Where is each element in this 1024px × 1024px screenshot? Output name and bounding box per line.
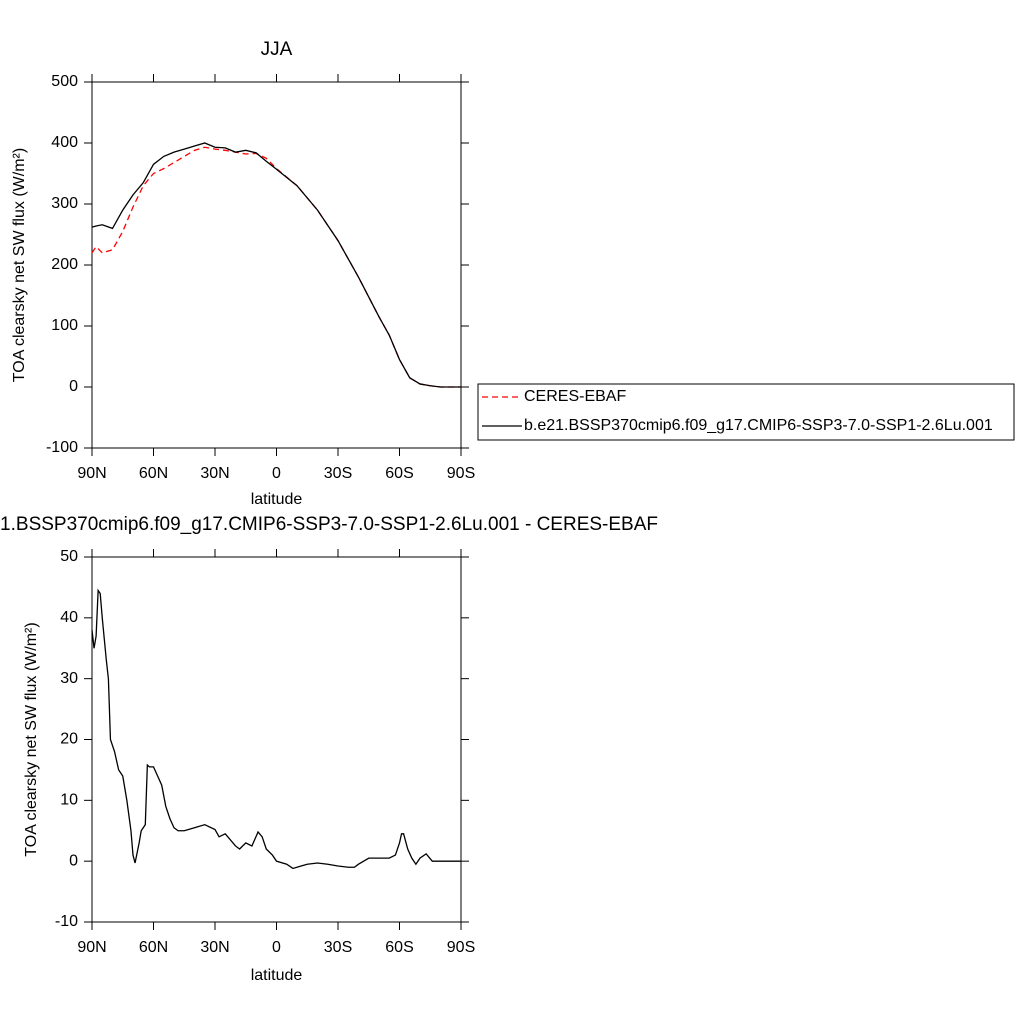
y-tick-label: 50 bbox=[60, 548, 78, 565]
legend-box bbox=[477, 383, 1015, 441]
x-tick-label: 30S bbox=[324, 465, 352, 482]
y-tick-label: -10 bbox=[55, 913, 78, 930]
x-tick-label: 0 bbox=[272, 939, 281, 956]
x-axis-label: latitude bbox=[251, 967, 303, 984]
x-tick-label: 90S bbox=[447, 939, 475, 956]
x-tick-label: 30N bbox=[200, 465, 229, 482]
legend-label: CERES-EBAF bbox=[524, 388, 626, 405]
x-tick-label: 30N bbox=[200, 939, 229, 956]
y-axis-label: TOA clearsky net SW flux (W/m²) bbox=[11, 148, 28, 382]
series-line bbox=[91, 146, 461, 388]
y-tick-label: 30 bbox=[60, 670, 78, 687]
plot-frame bbox=[91, 556, 462, 923]
x-tick-label: 0 bbox=[272, 465, 281, 482]
chart-title: JJA bbox=[261, 39, 293, 60]
y-tick-label: 10 bbox=[60, 792, 78, 809]
y-tick-label: 200 bbox=[51, 256, 78, 273]
x-tick-label: 60N bbox=[139, 939, 168, 956]
y-tick-label: 300 bbox=[51, 195, 78, 212]
x-tick-label: 30S bbox=[324, 939, 352, 956]
legend-label: b.e21.BSSP370cmip6.f09_g17.CMIP6-SSP3-7.… bbox=[524, 417, 993, 434]
y-tick-label: 40 bbox=[60, 609, 78, 626]
y-tick-label: 0 bbox=[69, 852, 78, 869]
y-tick-label: 400 bbox=[51, 134, 78, 151]
x-tick-label: 60S bbox=[385, 465, 413, 482]
x-tick-label: 90N bbox=[77, 939, 106, 956]
series-line bbox=[91, 588, 461, 870]
x-tick-label: 60S bbox=[385, 939, 413, 956]
y-tick-label: 0 bbox=[69, 378, 78, 395]
series-line bbox=[91, 142, 461, 388]
y-tick-label: 100 bbox=[51, 317, 78, 334]
y-tick-label: 500 bbox=[51, 73, 78, 90]
y-tick-label: -100 bbox=[46, 439, 78, 456]
x-tick-label: 90N bbox=[77, 465, 106, 482]
x-tick-label: 90S bbox=[447, 465, 475, 482]
y-tick-label: 20 bbox=[60, 731, 78, 748]
x-axis-label: latitude bbox=[251, 491, 303, 508]
y-axis-label: TOA clearsky net SW flux (W/m²) bbox=[23, 622, 40, 856]
x-tick-label: 60N bbox=[139, 465, 168, 482]
plot-frame bbox=[91, 81, 462, 449]
chart-title: b.e21.BSSP370cmip6.f09_g17.CMIP6-SSP3-7.… bbox=[0, 514, 658, 535]
